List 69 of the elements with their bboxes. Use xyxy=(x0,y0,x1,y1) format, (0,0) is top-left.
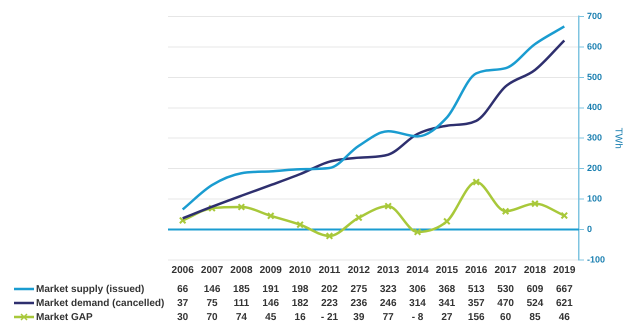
x-tick-label: 2011 xyxy=(318,264,341,276)
data-label: 185 xyxy=(233,284,250,295)
data-label: 75 xyxy=(206,298,218,309)
y-tick-label: 100 xyxy=(586,194,602,204)
data-label: 275 xyxy=(350,284,368,295)
x-tick-label: 2015 xyxy=(436,264,458,276)
data-label: 16 xyxy=(294,312,306,323)
data-label: 191 xyxy=(262,284,280,295)
x-tick-label: 2016 xyxy=(465,264,488,276)
data-label: 182 xyxy=(292,298,309,309)
data-label: 111 xyxy=(234,298,250,309)
data-label: 39 xyxy=(353,312,365,323)
data-label: 146 xyxy=(262,298,280,309)
x-tick-label: 2019 xyxy=(553,264,576,276)
x-tick-label: 2010 xyxy=(288,264,312,276)
x-tick-label: 2007 xyxy=(200,264,224,276)
data-label: 223 xyxy=(321,298,338,309)
data-label: - 21 xyxy=(320,312,339,323)
data-label: 513 xyxy=(468,284,486,295)
data-label: 45 xyxy=(265,312,277,323)
y-tick-label: 700 xyxy=(586,10,602,21)
x-tick-label: 2009 xyxy=(260,264,282,276)
data-label: 306 xyxy=(409,284,426,295)
data-label: 156 xyxy=(468,312,486,323)
x-tick-label: 2012 xyxy=(348,264,370,276)
y-tick-label: 600 xyxy=(586,41,602,52)
data-label: 368 xyxy=(438,284,456,295)
data-label: - 8 xyxy=(412,312,424,323)
x-tick-label: 2006 xyxy=(172,264,194,276)
y-tick-label: 400 xyxy=(586,102,602,112)
data-label: 314 xyxy=(409,298,426,309)
data-label: 30 xyxy=(177,312,189,323)
x-tick-label: 2008 xyxy=(230,264,253,276)
y-tick-label: -100 xyxy=(586,254,605,264)
data-label: 70 xyxy=(206,312,218,323)
x-tick-label: 2014 xyxy=(406,264,430,276)
data-label: 27 xyxy=(441,312,453,323)
data-label: 66 xyxy=(177,284,189,295)
data-label: 74 xyxy=(236,312,248,323)
data-label: 667 xyxy=(556,284,574,295)
data-label: 46 xyxy=(558,312,570,323)
x-tick-label: 2018 xyxy=(524,264,547,276)
legend-label: Market GAP xyxy=(36,312,94,323)
y-axis-title: TWh xyxy=(612,128,624,149)
data-label: 341 xyxy=(438,298,456,309)
data-label: 37 xyxy=(177,298,189,309)
y-tick-label: 200 xyxy=(586,163,602,174)
data-label: 530 xyxy=(497,284,514,295)
data-label: 198 xyxy=(292,284,309,295)
data-label: 609 xyxy=(526,284,544,295)
data-label: 524 xyxy=(526,298,544,309)
legend-label: Market supply (issued) xyxy=(36,284,144,295)
data-label: 621 xyxy=(556,298,574,309)
y-tick-label: 0 xyxy=(586,224,592,234)
data-label: 357 xyxy=(468,298,486,309)
y-tick-label: 300 xyxy=(586,132,602,143)
y-tick-label: 500 xyxy=(586,72,602,82)
data-label: 470 xyxy=(497,298,514,309)
data-label: 246 xyxy=(380,298,397,309)
data-label: 323 xyxy=(380,284,397,295)
x-tick-label: 2013 xyxy=(377,264,400,276)
data-label: 202 xyxy=(321,284,338,295)
data-label: 146 xyxy=(204,284,221,295)
data-label: 77 xyxy=(382,312,394,323)
data-label: 236 xyxy=(350,298,368,309)
legend-label: Market demand (cancelled) xyxy=(36,298,164,309)
x-tick-label: 2017 xyxy=(494,264,518,276)
data-label: 85 xyxy=(529,312,541,323)
data-label: 60 xyxy=(500,312,512,323)
